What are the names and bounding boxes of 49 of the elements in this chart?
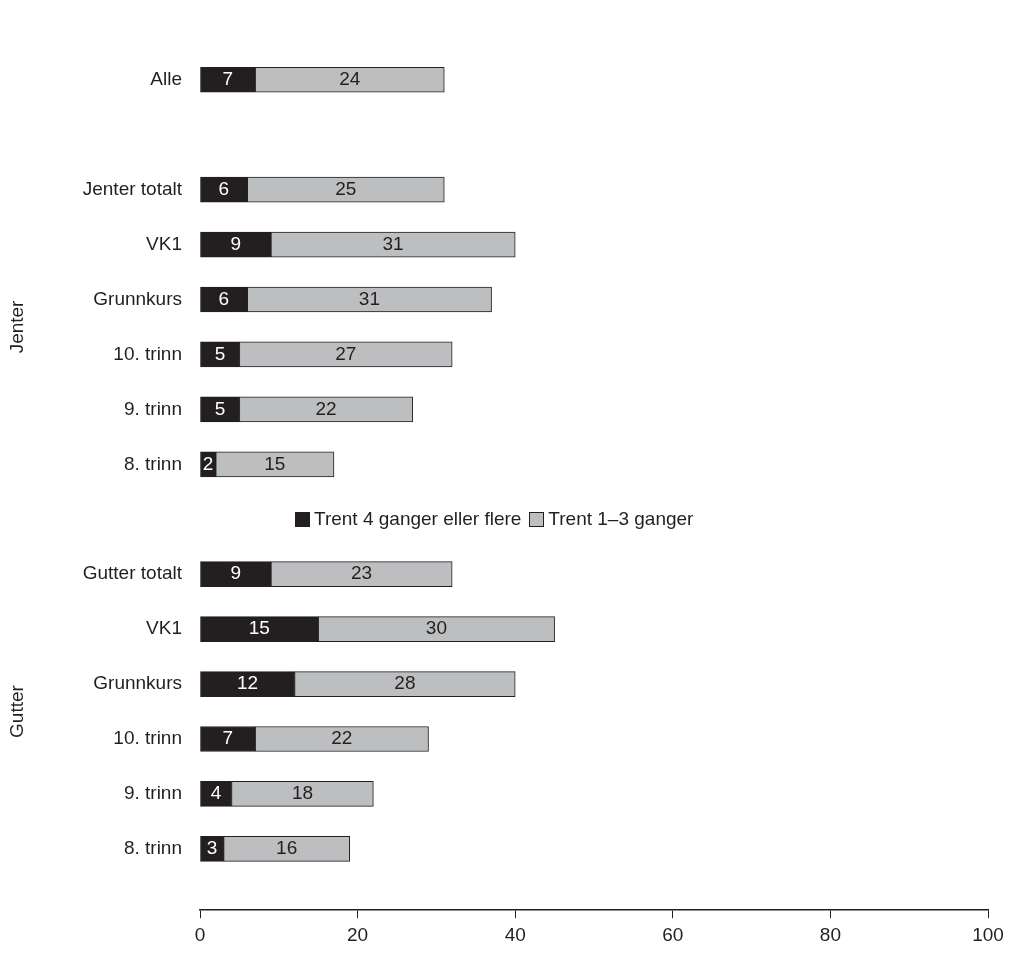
data-label: 22 bbox=[315, 397, 337, 419]
x-tick-label: 60 bbox=[662, 923, 684, 945]
data-label: 4 bbox=[210, 782, 222, 804]
data-label: 25 bbox=[335, 177, 357, 199]
y-tick-label: Grunnkurs bbox=[93, 672, 182, 694]
y-tick-label: 9. trinn bbox=[123, 397, 182, 419]
data-label: 6 bbox=[218, 177, 230, 199]
y-tick-label: 8. trinn bbox=[123, 837, 182, 859]
data-label: 2 bbox=[202, 452, 214, 474]
data-label: 3 bbox=[206, 837, 218, 859]
data-label: 9 bbox=[230, 562, 241, 584]
x-tick-label: 0 bbox=[194, 923, 206, 945]
data-label: 31 bbox=[382, 232, 404, 254]
y-tick-label: Alle bbox=[150, 67, 182, 89]
data-label: 28 bbox=[394, 672, 416, 694]
data-label: 5 bbox=[214, 342, 226, 364]
y-tick-label: 8. trinn bbox=[123, 452, 182, 474]
data-label: 30 bbox=[425, 617, 447, 639]
data-label: 22 bbox=[331, 727, 353, 749]
text: Jenter bbox=[6, 299, 28, 354]
x-tick-label: 80 bbox=[819, 923, 841, 945]
x-tick-label: 100 bbox=[972, 923, 1004, 945]
data-label: 7 bbox=[222, 727, 234, 749]
y-tick-label: Jenter totalt bbox=[82, 177, 183, 199]
y-tick-label: VK1 bbox=[146, 617, 182, 639]
y-tick-label: Grunnkurs bbox=[93, 287, 182, 309]
legend-label: Trent 4 ganger eller flere bbox=[313, 508, 522, 531]
text: Gutter bbox=[6, 684, 28, 738]
data-label: 5 bbox=[214, 397, 226, 419]
data-label: 6 bbox=[218, 287, 230, 309]
y-tick-label: Gutter totalt bbox=[82, 562, 183, 584]
data-label: 23 bbox=[350, 562, 373, 584]
y-tick-label: 9. trinn bbox=[123, 782, 182, 804]
y-tick-label: VK1 bbox=[146, 232, 182, 254]
legend-label: Trent 1–3 ganger bbox=[547, 508, 694, 531]
x-tick-label: 40 bbox=[504, 923, 526, 945]
data-label: 7 bbox=[222, 67, 234, 89]
data-label: 27 bbox=[335, 342, 357, 364]
data-label: 18 bbox=[291, 782, 314, 804]
y-tick-label: 10. trinn bbox=[113, 342, 182, 364]
data-label: 31 bbox=[358, 287, 380, 309]
data-label: 15 bbox=[248, 617, 270, 639]
x-tick-label: 20 bbox=[347, 923, 369, 945]
data-label: 16 bbox=[276, 837, 298, 859]
data-label: 24 bbox=[339, 67, 361, 89]
data-label: 9 bbox=[230, 232, 241, 254]
data-label: 15 bbox=[264, 452, 286, 474]
data-label: 12 bbox=[236, 672, 259, 694]
y-tick-label: 10. trinn bbox=[113, 727, 182, 749]
